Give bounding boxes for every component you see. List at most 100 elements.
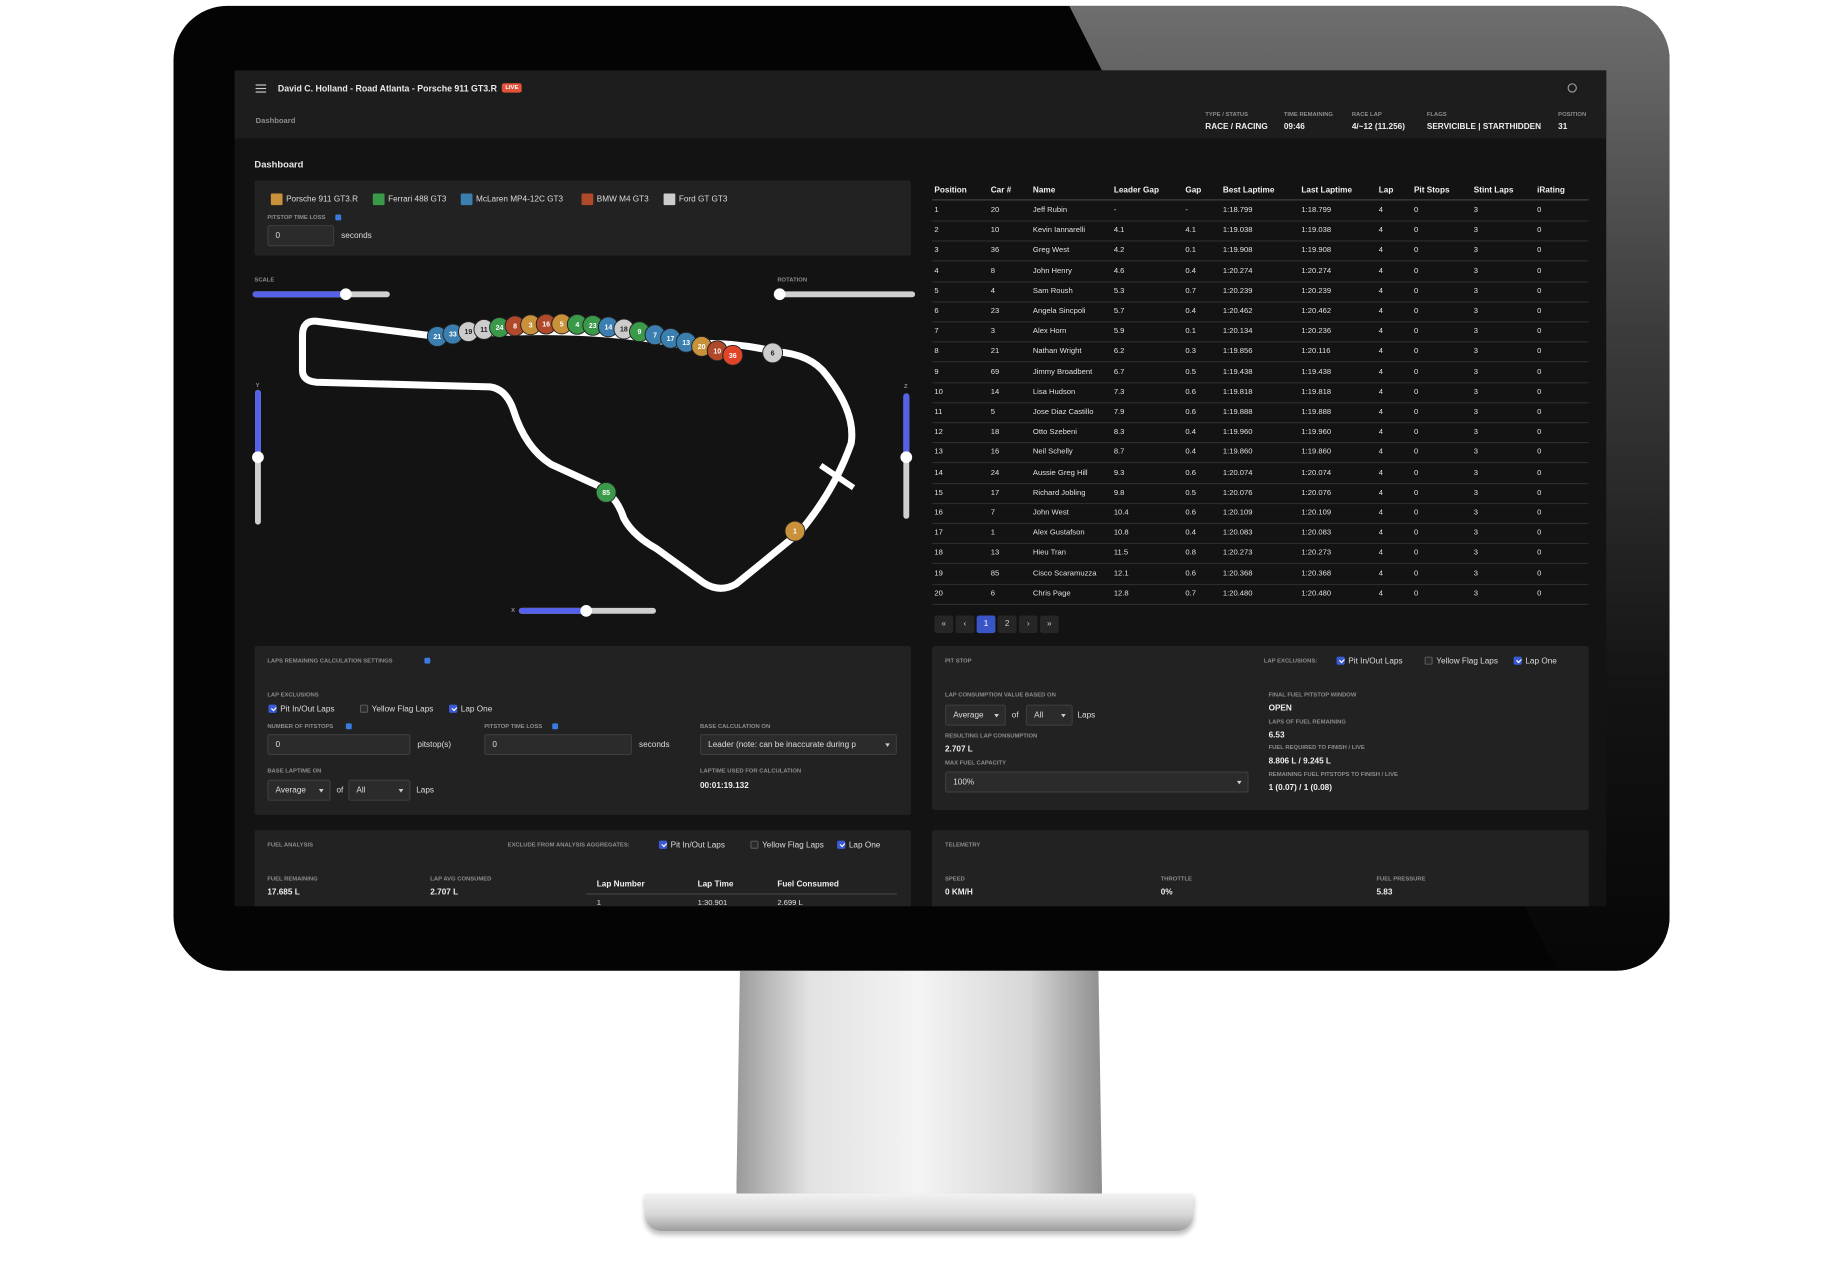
page-button[interactable]: « [934, 615, 954, 634]
checkbox[interactable] [1513, 656, 1522, 665]
slider-handle[interactable] [340, 288, 352, 301]
header-rule [932, 199, 1589, 201]
page-button[interactable]: » [1039, 615, 1059, 634]
field-value: 2.707 L [944, 745, 973, 754]
table-cell: 18 [990, 428, 1000, 437]
table-cell: Jimmy Broadbent [1032, 367, 1093, 376]
table-cell: 0 [1537, 387, 1542, 397]
input[interactable]: 0 [267, 733, 411, 756]
slider-handle[interactable] [580, 604, 593, 617]
checkbox[interactable] [449, 704, 458, 713]
row-rule [932, 543, 1589, 544]
panel-title: TELEMETRY [944, 841, 981, 849]
car-number: 19 [465, 329, 473, 336]
table-cell: 4 [1378, 428, 1384, 437]
legend-label: McLaren MP4-12C GT3 [476, 195, 564, 205]
page-button[interactable]: › [1018, 615, 1038, 634]
column-header[interactable]: iRating [1537, 186, 1565, 195]
select[interactable]: 100% [944, 771, 1249, 793]
slider-label: Y [255, 382, 260, 390]
checkbox-label: Lap One [1525, 657, 1557, 666]
table-cell: 0.6 [1185, 387, 1196, 397]
column-header[interactable]: Car # [990, 186, 1012, 195]
table-cell: 17 [934, 528, 943, 538]
page-button[interactable]: 2 [997, 615, 1017, 634]
table-cell: 3 [1473, 428, 1479, 437]
user-icon[interactable] [1567, 83, 1577, 93]
input-unit: pitstop(s) [417, 740, 452, 750]
checkbox[interactable] [1424, 656, 1433, 665]
input[interactable]: 0 [484, 733, 632, 756]
table-cell: 3 [1473, 266, 1479, 276]
table-cell: 21 [990, 347, 1000, 356]
table-cell: 1 [990, 528, 995, 538]
checkbox[interactable] [268, 704, 277, 713]
input[interactable]: 0 [267, 225, 335, 247]
table-cell: 1:18.799 [1301, 206, 1332, 215]
checkbox[interactable] [750, 840, 759, 849]
table-cell: 0 [1537, 468, 1542, 477]
table-cell: 4 [1378, 266, 1384, 276]
status-label: FLAGS [1426, 111, 1447, 119]
menu-icon[interactable] [255, 87, 267, 90]
column-header[interactable]: Best Laptime [1222, 186, 1275, 195]
checkbox[interactable] [658, 840, 668, 849]
row-rule [932, 522, 1589, 524]
slider-handle[interactable] [252, 451, 264, 464]
table-cell: 1:19.818 [1301, 387, 1332, 397]
slider-handle[interactable] [773, 288, 786, 301]
select[interactable]: Average [267, 779, 331, 801]
table-cell: Cisco Scaramuzza [1032, 569, 1097, 578]
column-header[interactable]: Gap [1185, 186, 1202, 195]
table-cell: 1:18.799 [1222, 206, 1253, 215]
table-cell: 4 [1378, 569, 1384, 578]
checkbox[interactable] [837, 840, 846, 849]
table-cell: 0.7 [1185, 589, 1196, 598]
column-header[interactable]: Leader Gap [1113, 186, 1159, 195]
field-label: NUMBER OF PITSTOPS [267, 723, 334, 731]
page-button[interactable]: 1 [976, 615, 996, 634]
table-cell: 1:20.480 [1301, 589, 1332, 598]
table-cell: 4 [1378, 488, 1384, 497]
table-cell: 20 [934, 589, 943, 598]
car-marker [595, 481, 617, 503]
select[interactable]: Leader (note: can be inaccurate during p [699, 733, 897, 756]
menu-icon[interactable] [255, 91, 267, 93]
car-number: 23 [589, 323, 597, 330]
table-cell: 4 [1378, 367, 1384, 376]
car-number: 9 [638, 329, 642, 336]
table-cell: 7 [934, 327, 939, 336]
table-cell: 8 [934, 347, 939, 356]
select[interactable]: Average [944, 704, 1006, 726]
table-cell: 3 [1473, 508, 1479, 518]
table-cell: Jose Diaz Castillo [1032, 408, 1094, 417]
table-cell: 13 [990, 549, 1000, 558]
table-cell: 0.4 [1185, 266, 1196, 276]
column-header[interactable]: Stint Laps [1473, 186, 1514, 195]
column-header[interactable]: Pit Stops [1413, 186, 1450, 195]
slider-handle[interactable] [900, 451, 913, 464]
menu-icon[interactable] [255, 84, 267, 86]
row-rule [932, 462, 1589, 464]
table-cell: 0 [1537, 448, 1542, 457]
table-cell: 3 [1473, 569, 1479, 578]
table-cell: 4 [1378, 387, 1384, 397]
table-cell: 0.7 [1185, 287, 1196, 296]
table-cell: 1:20.462 [1222, 307, 1253, 316]
column-header[interactable]: Name [1032, 186, 1056, 195]
table-cell: 3 [990, 327, 995, 336]
header-bar [234, 70, 1607, 139]
select[interactable]: All [348, 779, 411, 801]
car-number: 33 [449, 332, 457, 339]
column-header[interactable]: Position [934, 186, 967, 195]
page-button[interactable]: ‹ [955, 615, 975, 634]
table-cell: 1:20.134 [1222, 327, 1253, 336]
column-header[interactable]: Lap [1378, 186, 1394, 195]
select[interactable]: All [1025, 704, 1073, 726]
table-cell: 85 [990, 569, 1000, 578]
legend-swatch [581, 193, 594, 206]
table-cell: 3 [1473, 488, 1479, 497]
checkbox[interactable] [1336, 656, 1345, 665]
column-header[interactable]: Last Laptime [1301, 186, 1353, 195]
checkbox[interactable] [359, 704, 369, 713]
